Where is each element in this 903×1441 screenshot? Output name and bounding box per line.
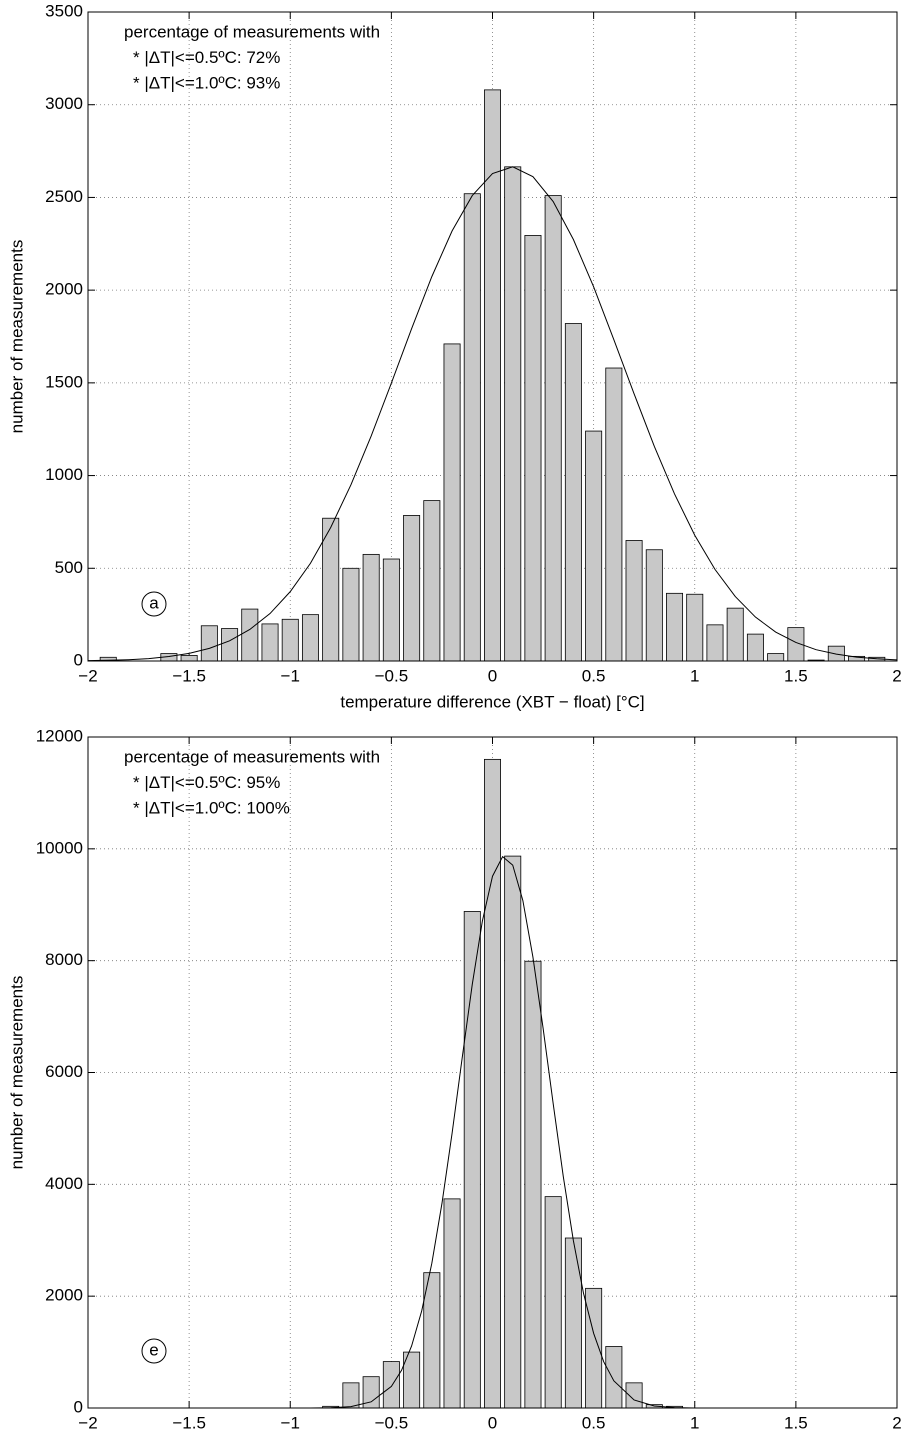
bar: [564, 1237, 582, 1409]
x-tick-label: −1.5: [172, 1413, 206, 1432]
y-tick-label: 10000: [36, 838, 83, 857]
annotation: * |ΔT|<=0.5ºC: 95%: [133, 773, 280, 792]
x-tick-label: −0.5: [375, 666, 409, 685]
bar: [544, 195, 562, 662]
bar: [382, 1361, 400, 1409]
bar: [666, 592, 684, 662]
annotation: * |ΔT|<=0.5ºC: 72%: [133, 48, 280, 67]
x-axis-label: temperature difference (XBT − float) [°C…: [340, 692, 644, 711]
bar: [746, 633, 764, 662]
y-axis-label: number of measurements: [7, 976, 26, 1170]
bar: [200, 625, 218, 662]
y-tick-label: 2000: [45, 280, 83, 299]
bar: [564, 323, 582, 662]
x-tick-label: 1.5: [784, 666, 808, 685]
bar: [423, 500, 441, 662]
x-tick-label: 2: [892, 1413, 901, 1432]
bar: [484, 758, 501, 1409]
bar: [342, 567, 360, 662]
y-tick-label: 0: [74, 1397, 83, 1416]
bar: [625, 540, 643, 662]
annotation: * |ΔT|<=1.0ºC: 100%: [133, 798, 290, 817]
x-tick-label: 0: [488, 1413, 497, 1432]
y-axis-label: number of measurements: [7, 240, 26, 434]
y-tick-label: 12000: [36, 726, 83, 745]
y-tick-label: 1000: [45, 465, 83, 484]
bar: [484, 89, 501, 662]
x-tick-label: −2: [78, 1413, 97, 1432]
bar: [767, 653, 785, 662]
bar: [281, 618, 299, 662]
x-axis-label: temperature difference (XBT − float) [°C…: [340, 1439, 644, 1441]
bar: [827, 645, 845, 662]
x-tick-label: −1: [281, 666, 300, 685]
bar: [706, 624, 724, 662]
fit-curve: [87, 166, 898, 662]
bar: [180, 655, 198, 662]
x-tick-label: −1: [281, 1413, 300, 1432]
y-tick-label: 4000: [45, 1174, 83, 1193]
x-tick-label: 2: [892, 666, 901, 685]
bar: [726, 607, 744, 662]
bar: [504, 855, 522, 1409]
bar: [504, 166, 522, 662]
x-tick-label: 0: [488, 666, 497, 685]
bar: [544, 1196, 562, 1409]
panel-label: a: [149, 593, 159, 612]
annotation: * |ΔT|<=1.0ºC: 93%: [133, 73, 280, 92]
bar: [605, 367, 623, 662]
x-tick-label: 1: [690, 666, 699, 685]
fit-curve: [88, 855, 898, 1409]
bar: [403, 515, 421, 662]
bar: [322, 517, 340, 662]
y-tick-label: 3000: [45, 94, 83, 113]
annotation: percentage of measurements with: [124, 22, 380, 41]
y-tick-label: 1500: [45, 372, 83, 391]
x-tick-label: −0.5: [375, 1413, 409, 1432]
bar: [625, 1382, 643, 1409]
bar: [524, 235, 542, 662]
bar: [241, 608, 259, 662]
bar: [382, 558, 400, 662]
plot-frame: [87, 736, 898, 1409]
x-tick-label: −2: [78, 666, 97, 685]
y-tick-label: 500: [55, 558, 83, 577]
bar: [362, 553, 380, 662]
x-tick-label: 0.5: [582, 1413, 606, 1432]
bar: [261, 623, 279, 662]
bar: [221, 628, 239, 662]
bar: [524, 960, 542, 1409]
bar: [585, 430, 603, 662]
plot-frame: [87, 11, 898, 662]
y-tick-label: 2000: [45, 1286, 83, 1305]
panel-label: e: [149, 1340, 158, 1359]
bar: [301, 614, 319, 662]
y-tick-label: 2500: [45, 187, 83, 206]
x-tick-label: 1: [690, 1413, 699, 1432]
panel-circle: [141, 591, 167, 617]
bar: [645, 549, 663, 662]
y-tick-label: 8000: [45, 950, 83, 969]
y-tick-label: 3500: [45, 1, 83, 20]
bar: [443, 343, 461, 662]
bar: [423, 1272, 441, 1409]
bar: [605, 1346, 623, 1409]
bar: [463, 193, 481, 662]
annotation: percentage of measurements with: [124, 747, 380, 766]
x-tick-label: −1.5: [172, 666, 206, 685]
bar: [443, 1198, 461, 1409]
y-tick-label: 0: [74, 650, 83, 669]
y-tick-label: 6000: [45, 1062, 83, 1081]
bar: [342, 1382, 360, 1409]
x-tick-label: 0.5: [582, 666, 606, 685]
bar: [686, 593, 704, 662]
panel-circle: [141, 1338, 167, 1364]
x-tick-label: 1.5: [784, 1413, 808, 1432]
